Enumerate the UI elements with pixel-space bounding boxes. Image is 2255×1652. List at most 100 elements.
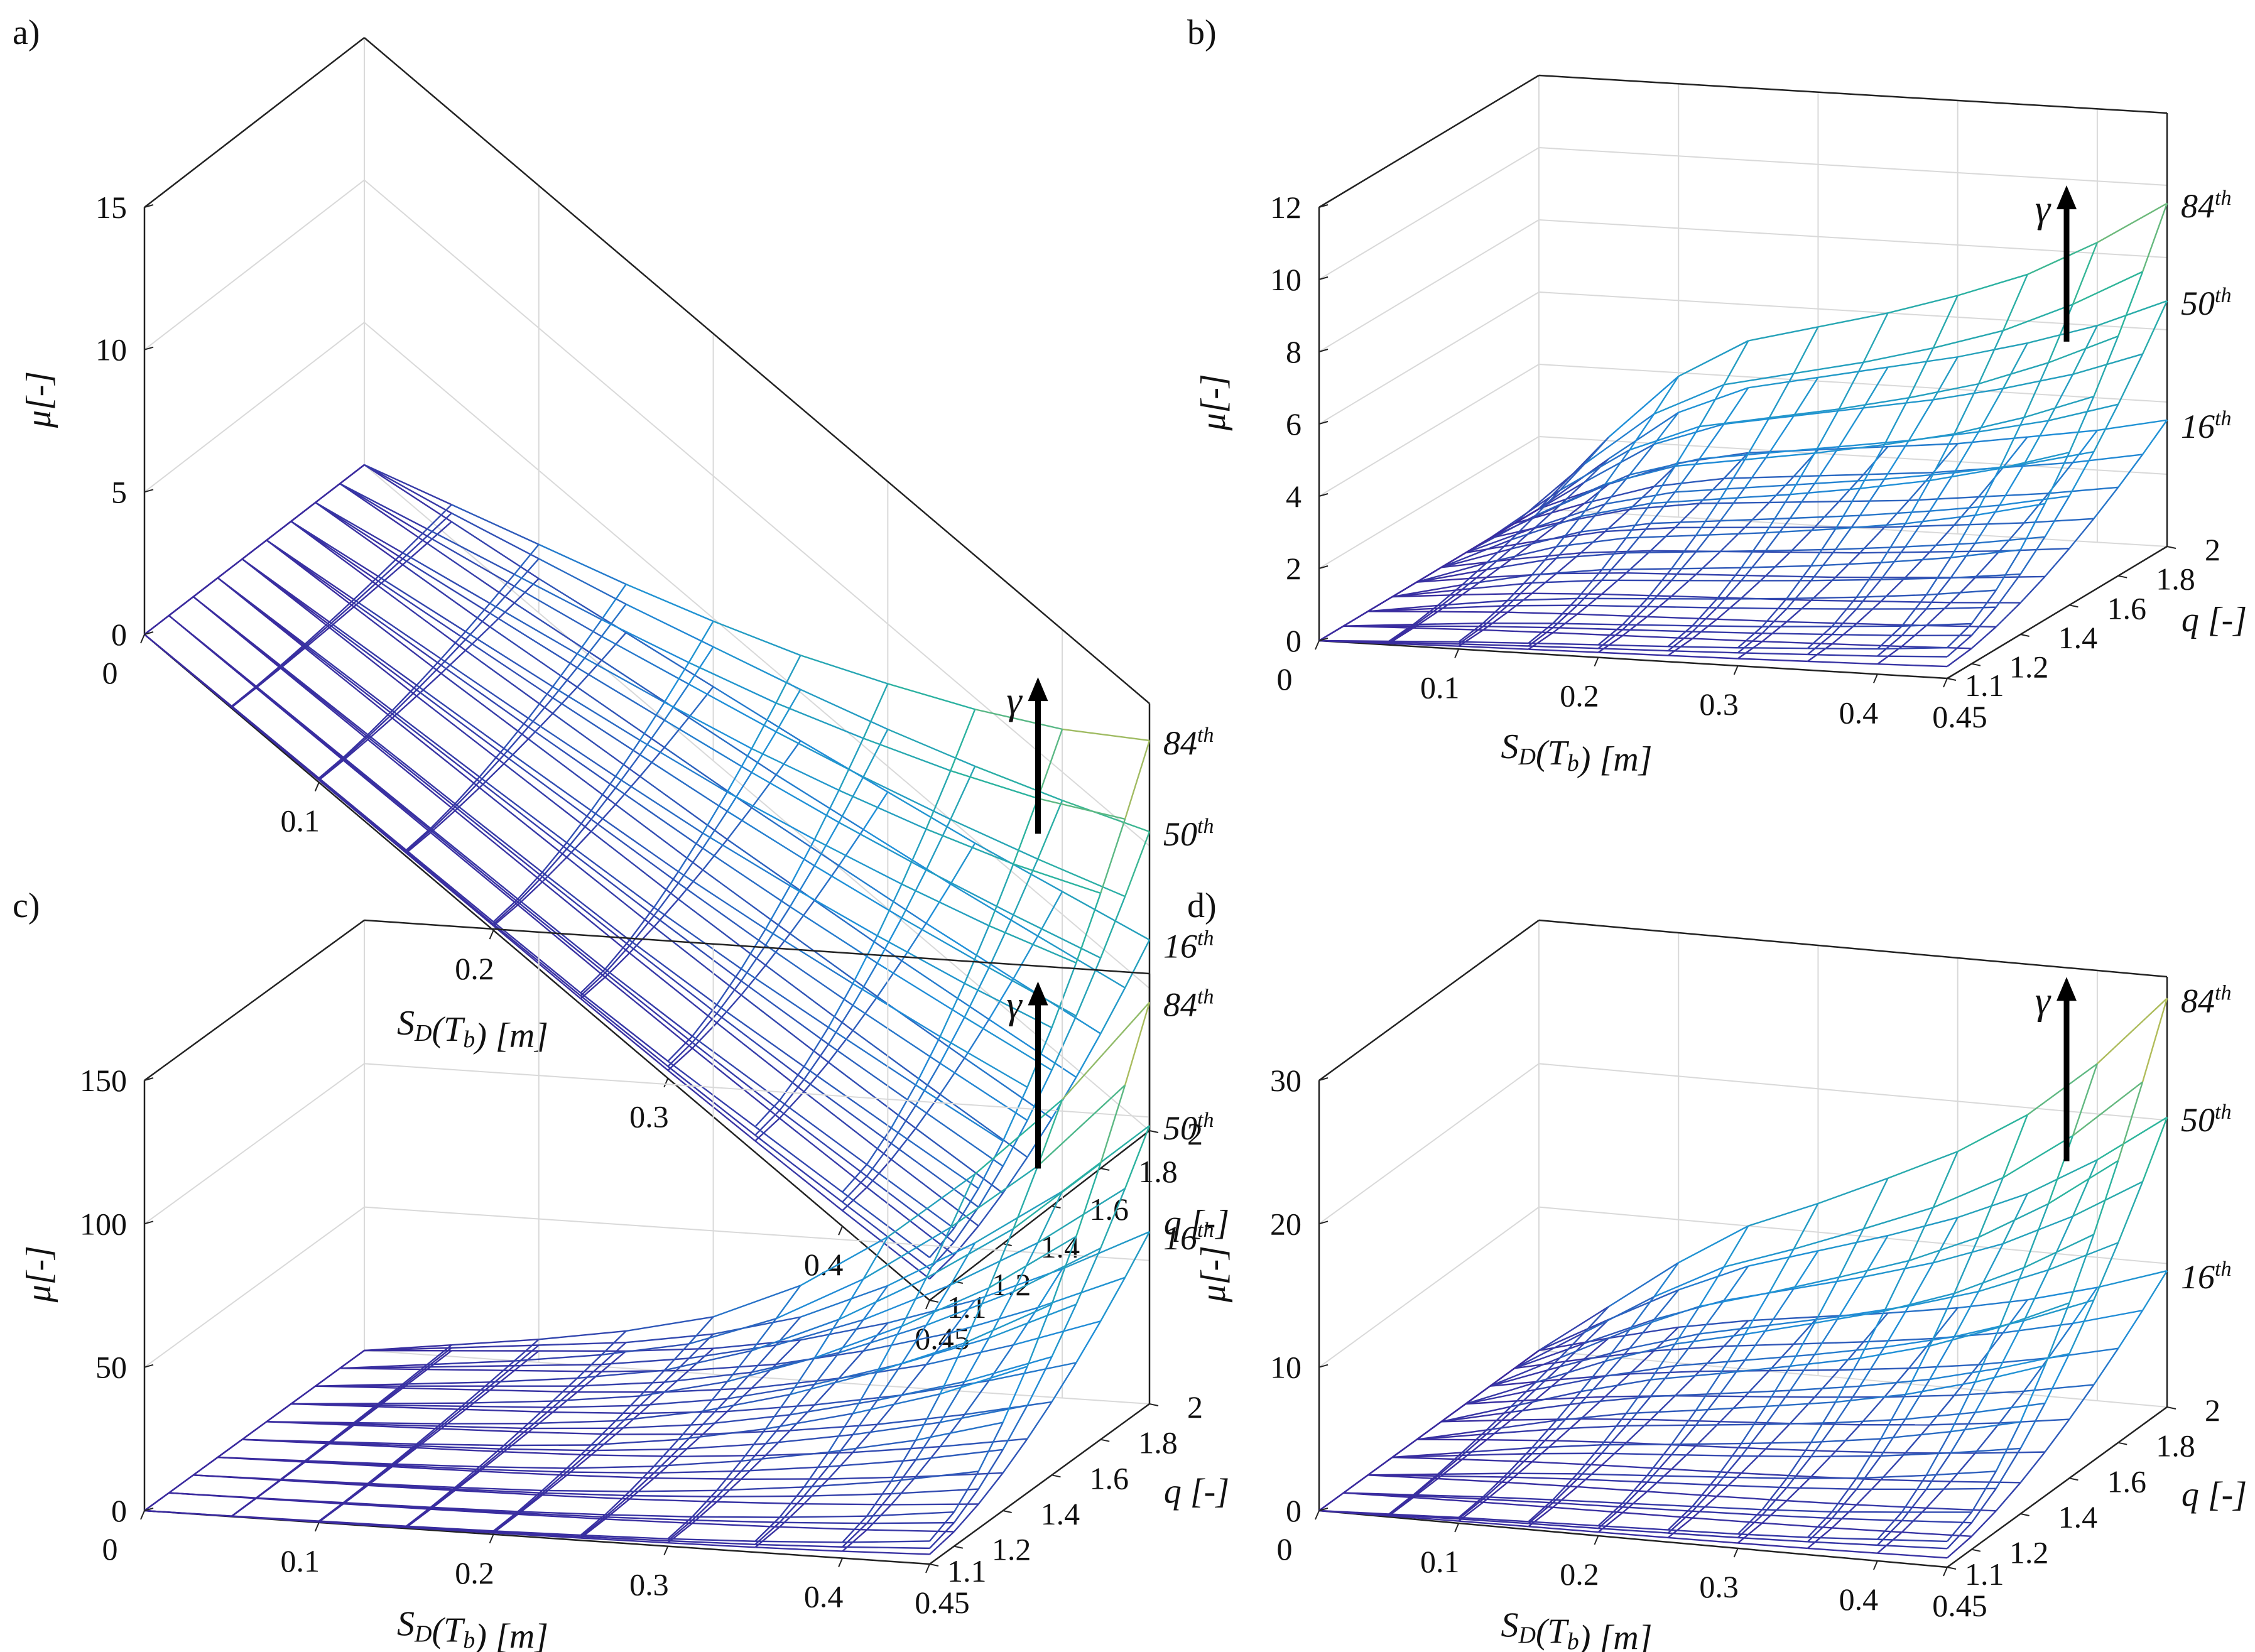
grid-line-z-side	[1318, 1063, 1540, 1225]
mesh-line-q	[168, 1474, 194, 1494]
mesh-line-q	[1489, 1367, 1515, 1387]
mesh-line-q	[1761, 1477, 1788, 1511]
mesh-line-q	[517, 876, 543, 903]
mesh-line-x	[489, 626, 578, 688]
mesh-line-q	[1877, 634, 1903, 657]
mesh-line-x	[1675, 1333, 1745, 1345]
mesh-line-q	[1831, 1477, 1857, 1513]
mesh-line-q	[217, 1438, 243, 1458]
mesh-line-x	[1863, 1262, 1934, 1278]
mesh-line-x	[877, 1413, 965, 1425]
axes-box-edge	[1538, 919, 2168, 978]
mesh-line-x	[567, 1465, 655, 1469]
mesh-line-x	[1978, 1357, 2049, 1366]
mesh-line-q	[775, 655, 801, 704]
mesh-line-x	[940, 1062, 1028, 1121]
mesh-line-q	[702, 1398, 728, 1425]
mesh-line-x	[751, 1378, 839, 1389]
mesh-line-x	[1832, 633, 1902, 637]
mesh-line-q	[1947, 623, 1972, 648]
mesh-line-q	[1859, 479, 1885, 516]
mesh-line-q	[702, 810, 728, 849]
mesh-line-x	[1367, 604, 1438, 612]
gamma-label: γ	[1006, 984, 1023, 1027]
mesh-line-x	[1766, 548, 1836, 552]
mesh-line-q	[1950, 543, 1976, 579]
mesh-line-x	[988, 967, 1077, 1017]
percentile-label: 50th	[1163, 1109, 1214, 1147]
mesh-line-q	[803, 1478, 829, 1505]
mesh-line-q	[577, 660, 602, 688]
grid-line-z-side	[1318, 1206, 1540, 1368]
mesh-line-q	[1719, 1334, 1746, 1374]
mesh-line-q	[1597, 634, 1624, 653]
mesh-line-q	[479, 747, 505, 778]
mesh-line-x	[465, 1400, 553, 1404]
percentile-suffix: th	[2215, 407, 2231, 430]
mesh-line-x	[2024, 1384, 2094, 1393]
mesh-line-q	[901, 1325, 927, 1364]
mesh-line-q	[2117, 1310, 2144, 1349]
mesh-line-q	[741, 1428, 766, 1462]
x-axis-label-part: S	[1501, 1606, 1519, 1645]
mesh-line-x	[639, 776, 728, 840]
mesh-line-x	[688, 683, 777, 733]
mesh-line-x	[678, 1454, 766, 1457]
percentile-number: 16	[2181, 1258, 2215, 1296]
grid-line-z	[1538, 1206, 2168, 1264]
q-tick-label: 1.1	[1965, 668, 2004, 703]
mesh-line-x	[580, 995, 669, 1067]
z-tick-label: 30	[1270, 1063, 1301, 1098]
mesh-line-x	[304, 647, 393, 719]
mesh-line-q	[775, 1339, 801, 1365]
mesh-line-x	[1975, 1451, 2045, 1454]
z-tick-mark	[1318, 565, 1329, 569]
mesh-line-q	[1793, 1250, 1819, 1290]
mesh-line-q	[2048, 1215, 2074, 1271]
mesh-line-q	[1653, 1327, 1680, 1352]
mesh-line-x	[1790, 514, 1861, 519]
mesh-line-q	[1671, 573, 1697, 597]
mesh-line-q	[339, 464, 365, 484]
mesh-line-q	[950, 842, 976, 884]
mesh-line-x	[1888, 1307, 1958, 1314]
mesh-line-q	[1810, 528, 1837, 567]
mesh-line-x	[639, 739, 728, 793]
mesh-line-x	[378, 585, 466, 651]
mesh-line-q	[1789, 452, 1815, 495]
mesh-line-q	[977, 1166, 1004, 1208]
q-tick-mark	[1051, 1474, 1061, 1478]
mesh-line-x	[2023, 1234, 2094, 1269]
surface-84th	[1318, 202, 2168, 650]
mesh-line-q	[405, 1506, 432, 1527]
axes-box-edge	[1318, 74, 1540, 209]
mesh-line-q	[1584, 1306, 1609, 1334]
mesh-line-q	[479, 1448, 504, 1470]
mesh-line-q	[1859, 1310, 1886, 1359]
mesh-line-q	[2093, 335, 2119, 397]
mesh-line-q	[876, 1363, 903, 1401]
mesh-line-x	[1957, 1193, 2028, 1219]
mesh-line-x	[2097, 1269, 2168, 1288]
mesh-line-x	[580, 997, 669, 1071]
mesh-line-q	[629, 915, 655, 947]
z-tick-label: 2	[1286, 551, 1301, 586]
mesh-line-x	[1720, 494, 1791, 500]
mesh-line-q	[492, 898, 519, 923]
mesh-line-x	[668, 1540, 756, 1545]
mesh-line-x	[1389, 641, 1459, 645]
mesh-line-q	[1698, 423, 1725, 460]
mesh-line-q	[1601, 572, 1627, 595]
mesh-line-x	[989, 1303, 1077, 1339]
mesh-line-x	[626, 603, 714, 648]
mesh-line-q	[1486, 1411, 1512, 1435]
mesh-line-q	[1790, 526, 1815, 553]
mesh-line-q	[1507, 574, 1533, 601]
mesh-line-x	[664, 701, 753, 749]
mesh-line-q	[304, 624, 330, 647]
mesh-line-x	[518, 1511, 606, 1516]
mesh-line-q	[876, 960, 903, 997]
mesh-line-q	[367, 1463, 393, 1484]
mesh-line-q	[304, 1441, 330, 1462]
mesh-line-q	[667, 1035, 693, 1062]
